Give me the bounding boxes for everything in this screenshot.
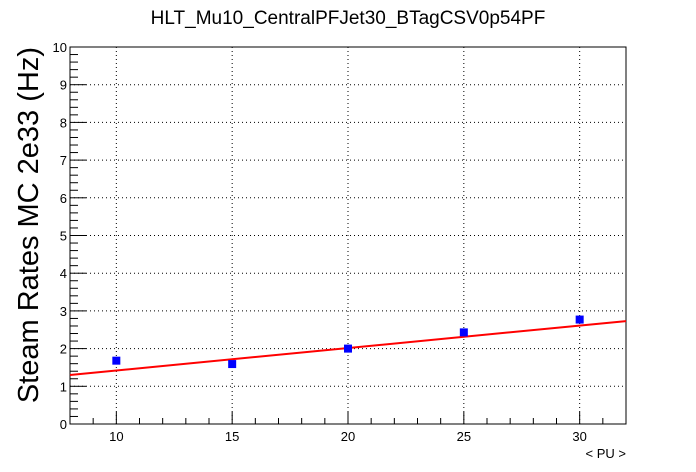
x-axis-label: < PU >: [586, 446, 626, 461]
x-tick-label: 30: [572, 429, 586, 444]
data-point: [228, 360, 237, 369]
y-axis: 0 1 2 3 4 5 6 7 8 9 10: [53, 40, 86, 432]
y-axis-label: Steam Rates MC 2e33 (Hz): [13, 47, 45, 403]
data-point: [459, 328, 468, 337]
series-layer: [69, 315, 627, 376]
x-tick-label: 25: [457, 429, 471, 444]
grid: [70, 47, 626, 424]
x-axis: 10 15 20 25 30: [69, 412, 627, 444]
y-tick-label: 0: [60, 417, 67, 432]
y-tick-label: 8: [60, 115, 67, 130]
chart-title: HLT_Mu10_CentralPFJet30_BTagCSV0p54PF: [151, 8, 546, 29]
data-point: [575, 315, 584, 324]
x-tick-label: 20: [341, 429, 355, 444]
y-tick-label: 3: [60, 304, 67, 319]
y-tick-label: 7: [60, 153, 67, 168]
y-tick-label: 9: [60, 78, 67, 93]
y-tick-label: 6: [60, 191, 67, 206]
data-point: [344, 344, 352, 353]
x-tick-label: 10: [109, 429, 123, 444]
data-point: [112, 356, 121, 365]
y-tick-label: 2: [60, 342, 67, 357]
y-tick-label: 5: [60, 229, 67, 244]
y-tick-label: 10: [53, 40, 67, 55]
y-tick-label: 1: [60, 379, 67, 394]
y-tick-label: 4: [60, 266, 67, 281]
x-tick-label: 15: [225, 429, 239, 444]
